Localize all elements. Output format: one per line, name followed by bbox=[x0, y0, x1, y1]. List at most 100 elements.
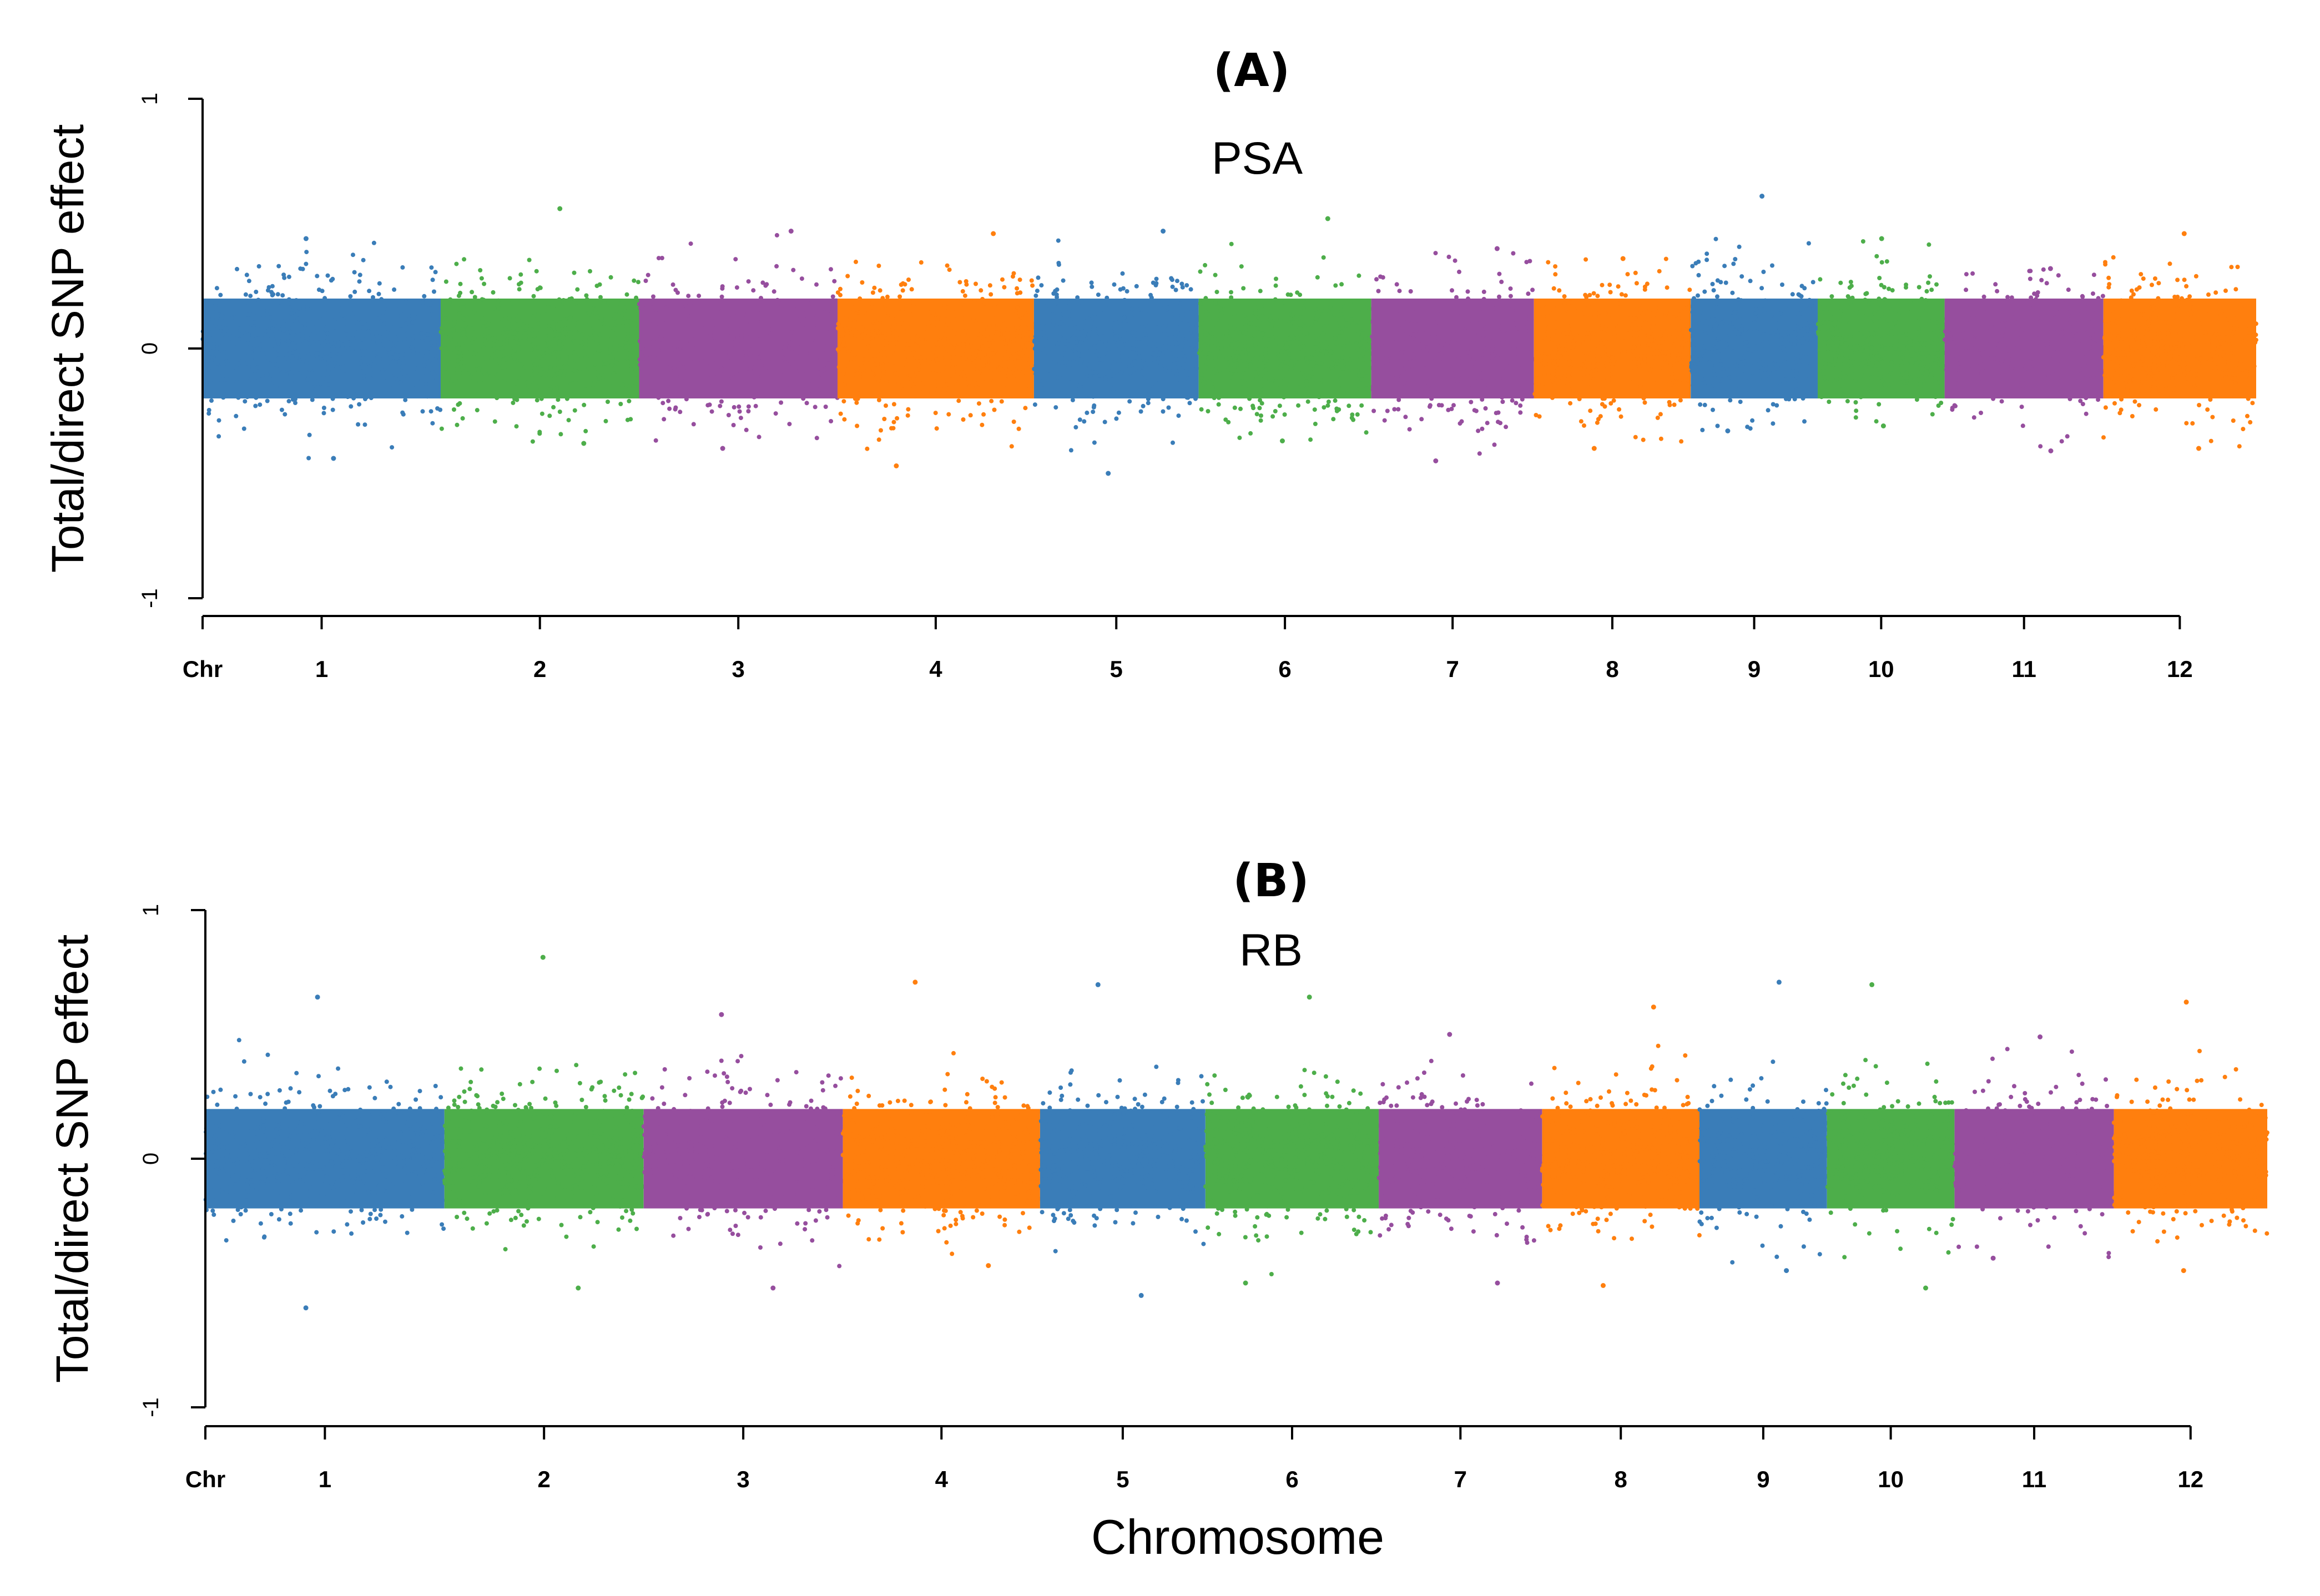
snp-point bbox=[1736, 373, 1741, 378]
snp-point bbox=[1542, 372, 1547, 377]
snp-point bbox=[1429, 307, 1434, 312]
snp-point bbox=[345, 336, 350, 341]
snp-point bbox=[1290, 313, 1295, 318]
snp-point bbox=[684, 317, 689, 322]
snp-point bbox=[618, 402, 623, 406]
snp-point bbox=[996, 332, 1001, 337]
snp-point bbox=[1438, 374, 1443, 379]
snp-point bbox=[362, 422, 367, 427]
snp-point bbox=[1092, 344, 1097, 349]
snp-point bbox=[1097, 353, 1102, 357]
snp-point bbox=[737, 354, 742, 359]
snp-point bbox=[1057, 310, 1062, 315]
snp-point bbox=[449, 347, 453, 352]
snp-point bbox=[1259, 392, 1264, 397]
snp-point bbox=[1600, 353, 1605, 358]
snp-point bbox=[1229, 241, 1234, 246]
snp-point bbox=[1519, 386, 1524, 391]
snp-point bbox=[1854, 310, 1859, 315]
snp-point bbox=[964, 329, 969, 334]
snp-point bbox=[1356, 383, 1361, 388]
snp-point bbox=[1259, 339, 1264, 344]
snp-point bbox=[982, 301, 987, 306]
snp-point bbox=[331, 345, 336, 350]
snp-point bbox=[448, 297, 453, 302]
snp-point bbox=[979, 335, 984, 340]
snp-point bbox=[713, 367, 717, 372]
snp-point bbox=[623, 355, 628, 360]
snp-point bbox=[1690, 363, 1695, 368]
snp-point bbox=[1171, 363, 1176, 367]
snp-point bbox=[590, 339, 595, 344]
snp-point bbox=[1541, 314, 1546, 319]
snp-point bbox=[1847, 359, 1852, 364]
snp-point bbox=[977, 377, 982, 382]
snp-point bbox=[699, 375, 704, 380]
snp-point bbox=[1071, 359, 1076, 364]
snp-point bbox=[234, 413, 239, 418]
chr-7-max-point bbox=[1494, 246, 1500, 251]
snp-point bbox=[1663, 355, 1668, 360]
snp-point bbox=[1024, 335, 1029, 340]
snp-point bbox=[1771, 421, 1776, 426]
snp-point bbox=[488, 337, 493, 342]
snp-point bbox=[1504, 368, 1508, 373]
snp-point bbox=[1818, 277, 1823, 282]
snp-point bbox=[684, 326, 689, 331]
snp-point bbox=[1701, 311, 1706, 316]
snp-point bbox=[1491, 378, 1496, 383]
snp-point bbox=[425, 394, 430, 399]
snp-point bbox=[870, 290, 875, 295]
snp-point bbox=[1090, 370, 1095, 375]
snp-point bbox=[285, 367, 290, 372]
snp-point bbox=[1822, 375, 1827, 380]
snp-point bbox=[512, 348, 517, 353]
snp-point bbox=[608, 275, 613, 280]
snp-point bbox=[1357, 320, 1362, 325]
snp-point bbox=[909, 287, 914, 292]
snp-point bbox=[206, 385, 211, 390]
snp-point bbox=[1791, 394, 1796, 399]
snp-point bbox=[256, 377, 261, 382]
snp-point bbox=[1045, 303, 1050, 308]
snp-point bbox=[460, 365, 465, 370]
snp-point bbox=[810, 372, 815, 377]
snp-point bbox=[1404, 312, 1409, 317]
snp-point bbox=[1403, 327, 1408, 332]
snp-point bbox=[1700, 427, 1705, 432]
snp-point bbox=[1155, 391, 1160, 396]
snp-point bbox=[1509, 393, 1514, 397]
snp-point bbox=[423, 381, 428, 386]
snp-point bbox=[344, 345, 349, 350]
snp-point bbox=[1024, 342, 1029, 347]
snp-point bbox=[980, 297, 985, 301]
snp-point bbox=[1439, 333, 1444, 338]
snp-point bbox=[1597, 337, 1602, 342]
snp-point bbox=[590, 329, 595, 334]
snp-point bbox=[335, 309, 340, 314]
snp-point bbox=[498, 378, 503, 382]
snp-point bbox=[919, 355, 924, 360]
snp-point bbox=[1377, 359, 1382, 364]
snp-point bbox=[1746, 347, 1751, 352]
snp-point bbox=[1501, 307, 1506, 312]
snp-point bbox=[365, 395, 370, 400]
snp-point bbox=[1163, 324, 1168, 328]
chr-1-points bbox=[200, 236, 443, 461]
snp-point bbox=[809, 333, 814, 338]
snp-point bbox=[1554, 320, 1559, 325]
snp-point bbox=[698, 361, 703, 366]
snp-point bbox=[1536, 353, 1541, 358]
snp-point bbox=[1271, 366, 1276, 371]
snp-point bbox=[964, 282, 969, 287]
snp-point bbox=[727, 351, 732, 356]
snp-point bbox=[409, 303, 414, 308]
snp-point bbox=[1702, 344, 1707, 349]
snp-point bbox=[1853, 415, 1858, 420]
snp-point bbox=[290, 325, 295, 330]
snp-point bbox=[1742, 350, 1747, 355]
snp-point bbox=[1887, 382, 1892, 387]
snp-point bbox=[376, 291, 381, 296]
snp-point bbox=[1445, 386, 1450, 391]
snp-point bbox=[1401, 319, 1406, 324]
